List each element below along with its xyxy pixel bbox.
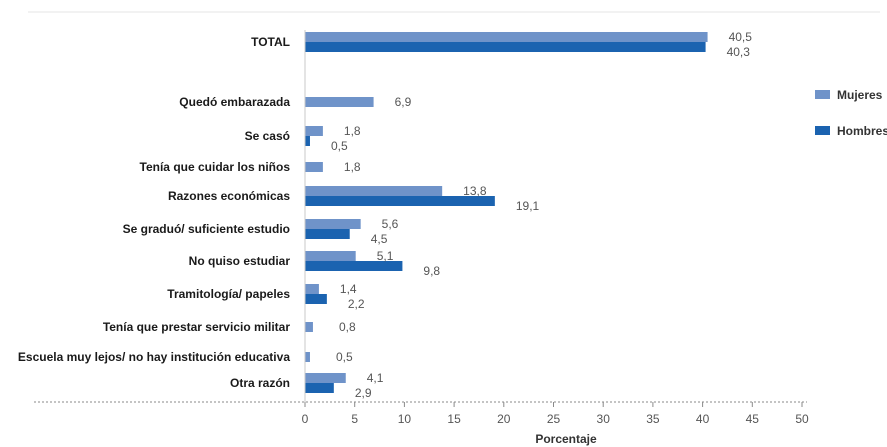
legend: Mujeres Hombres — [815, 88, 887, 138]
category-label-otra-razon: Otra razón — [230, 376, 290, 390]
x-tick-label: 40 — [696, 412, 710, 426]
value-label-escuela-muy-lejos-no-hay-institucion-educativa: 0,5 — [336, 350, 353, 364]
x-tick-label: 0 — [302, 412, 309, 426]
bar-hombres-otra-razon — [305, 383, 334, 393]
category-label-no-quiso-estudiar: No quiso estudiar — [189, 254, 291, 268]
category-labels: TOTAL Quedó embarazada Se casó Tenía que cu… — [18, 35, 290, 390]
value-label-mujeres-razones-economicas: 13,8 — [463, 184, 487, 198]
category-label-quedo-embarazada: Quedó embarazada — [179, 95, 290, 109]
value-labels: 40,540,36,91,80,51,813,819,15,64,55,19,8… — [331, 30, 752, 400]
value-label-tenia-que-prestar-servicio-militar: 0,8 — [339, 320, 356, 334]
bar-hombres-no-quiso-estudiar — [305, 261, 403, 271]
value-label-hombres-tramitologia-papeles: 2,2 — [348, 297, 365, 311]
bar-hombres-se-caso — [305, 136, 310, 146]
value-label-hombres-total: 40,3 — [727, 45, 751, 59]
category-label-total: TOTAL — [251, 35, 290, 49]
bar-hombres-tramitologia-papeles — [305, 294, 327, 304]
x-tick-label: 5 — [351, 412, 358, 426]
bar-mujeres-razones-economicas — [305, 186, 443, 196]
category-label-tenia-que-cuidar-los-ninos: Tenía que cuidar los niños — [140, 160, 291, 174]
value-label-hombres-otra-razon: 2,9 — [355, 386, 372, 400]
legend-swatch-mujeres — [815, 90, 830, 99]
x-axis-title: Porcentaje — [535, 432, 597, 446]
legend-swatch-hombres — [815, 126, 830, 135]
bar-escuela-muy-lejos-no-hay-institucion-educativa — [305, 352, 310, 362]
value-label-mujeres-quedo-embarazada: 6,9 — [395, 95, 412, 109]
value-label-mujeres-se-caso: 1,8 — [344, 124, 361, 138]
bar-hombres-se-graduo-suficiente-estudio — [305, 229, 350, 239]
bar-hombres-total — [305, 42, 706, 52]
value-label-mujeres-no-quiso-estudiar: 5,1 — [377, 249, 394, 263]
value-label-hombres-no-quiso-estudiar: 9,8 — [423, 264, 440, 278]
legend-label-mujeres: Mujeres — [837, 88, 883, 102]
value-label-mujeres-otra-razon: 4,1 — [367, 371, 384, 385]
category-label-razones-economicas: Razones económicas — [168, 189, 290, 203]
category-label-tramitologia-papeles: Tramitología/ papeles — [167, 287, 290, 301]
x-tick-label: 35 — [646, 412, 660, 426]
value-label-hombres-se-caso: 0,5 — [331, 139, 348, 153]
bar-tenia-que-prestar-servicio-militar — [305, 322, 313, 332]
category-label-se-caso: Se casó — [245, 129, 290, 143]
legend-label-hombres: Hombres — [837, 124, 887, 138]
x-tick-label: 30 — [597, 412, 611, 426]
value-label-hombres-razones-economicas: 19,1 — [516, 199, 540, 213]
category-label-tenia-que-prestar-servicio-militar: Tenía que prestar servicio militar — [103, 320, 291, 334]
value-label-hombres-se-graduo-suficiente-estudio: 4,5 — [371, 232, 388, 246]
bar-hombres-razones-economicas — [305, 196, 495, 206]
bar-mujeres-quedo-embarazada — [305, 97, 374, 107]
bars — [305, 32, 708, 393]
category-label-se-graduo-suficiente-estudio: Se graduó/ suficiente estudio — [123, 222, 290, 236]
x-tick-label: 45 — [746, 412, 760, 426]
bar-mujeres-otra-razon — [305, 373, 346, 383]
value-label-mujeres-total: 40,5 — [729, 30, 753, 44]
x-axis-ticks: 0 5 10 15 20 25 30 35 40 45 50 — [302, 402, 809, 426]
category-label-escuela-muy-lejos-no-hay-institucion-educativa: Escuela muy lejos/ no hay institución ed… — [18, 350, 290, 364]
bar-mujeres-total — [305, 32, 708, 42]
x-tick-label: 10 — [398, 412, 412, 426]
value-label-mujeres-se-graduo-suficiente-estudio: 5,6 — [382, 217, 399, 231]
value-label-mujeres-tramitologia-papeles: 1,4 — [340, 282, 357, 296]
x-tick-label: 15 — [447, 412, 461, 426]
bar-mujeres-tenia-que-cuidar-los-ninos — [305, 162, 323, 172]
bar-mujeres-se-graduo-suficiente-estudio — [305, 219, 361, 229]
bar-mujeres-se-caso — [305, 126, 323, 136]
value-label-mujeres-tenia-que-cuidar-los-ninos: 1,8 — [344, 160, 361, 174]
x-tick-label: 20 — [497, 412, 511, 426]
x-tick-label: 50 — [795, 412, 809, 426]
bar-mujeres-no-quiso-estudiar — [305, 251, 356, 261]
x-tick-label: 25 — [547, 412, 561, 426]
bar-mujeres-tramitologia-papeles — [305, 284, 319, 294]
